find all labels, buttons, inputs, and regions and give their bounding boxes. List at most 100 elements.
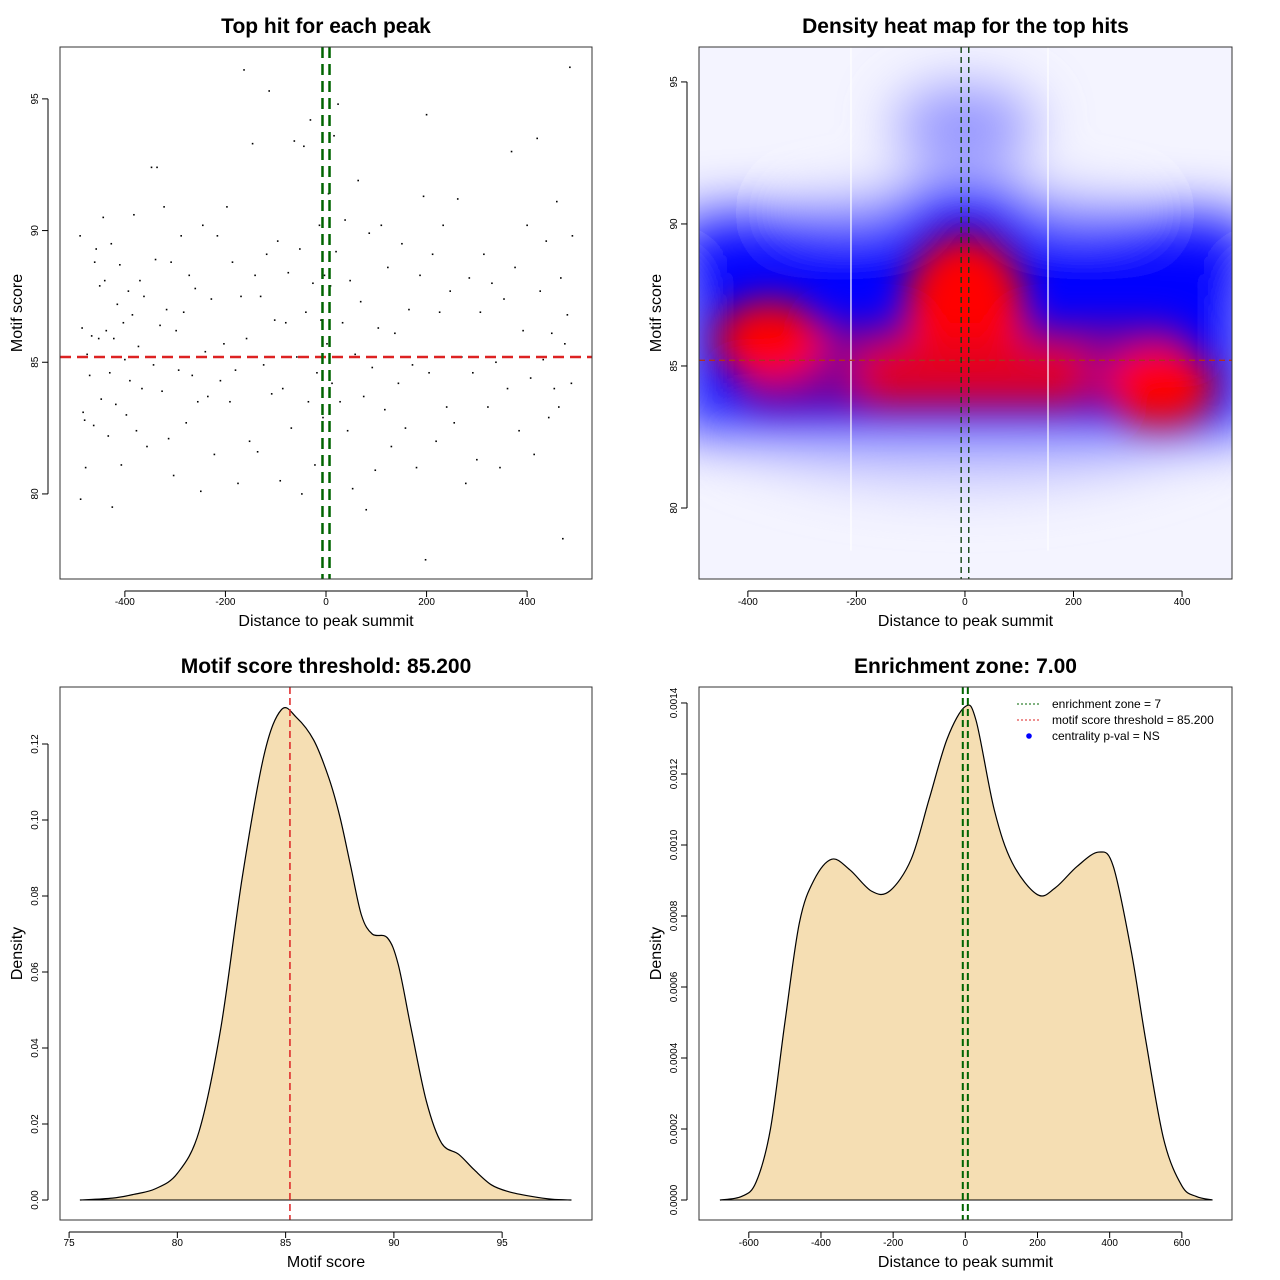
y-tick-label: 85 — [669, 360, 680, 372]
density-band-top — [884, 183, 1045, 264]
data-point — [93, 261, 96, 263]
data-point — [81, 327, 83, 329]
data-point — [556, 200, 558, 203]
data-point — [299, 248, 301, 250]
data-point — [312, 282, 314, 285]
density-fill — [719, 705, 1213, 1201]
data-point — [476, 458, 478, 461]
density-peak-high — [714, 300, 825, 381]
y-tick-label: 0.0012 — [669, 758, 680, 789]
data-point — [415, 466, 418, 469]
data-point — [120, 464, 123, 466]
data-point — [368, 232, 371, 234]
data-point — [316, 371, 318, 374]
data-point — [196, 400, 199, 403]
data-point — [301, 493, 303, 495]
y-tick-label: 95 — [669, 76, 680, 88]
data-point — [411, 364, 414, 366]
y-tick-label: 80 — [669, 502, 680, 514]
legend-label: centrality p-val = NS — [1052, 729, 1160, 743]
scatter-points — [79, 66, 574, 561]
data-point — [545, 240, 548, 242]
x-tick-label: 0 — [963, 1238, 969, 1249]
data-point — [560, 277, 562, 279]
x-tick-label: -200 — [846, 597, 866, 608]
x-tick-label: 75 — [64, 1238, 76, 1249]
y-tick-label: 80 — [30, 488, 41, 500]
data-point — [503, 298, 505, 300]
data-point — [431, 253, 434, 256]
data-point — [483, 253, 485, 256]
data-point — [165, 308, 168, 311]
chart-title: Density heat map for the top hits — [802, 15, 1129, 38]
data-point — [428, 371, 430, 374]
data-point — [90, 335, 93, 337]
data-point — [98, 285, 101, 287]
data-point — [139, 279, 141, 282]
data-point — [290, 427, 293, 429]
y-tick-label: 95 — [30, 93, 41, 105]
data-point — [163, 206, 165, 208]
data-point — [276, 240, 279, 242]
data-point — [248, 440, 251, 443]
data-point — [296, 356, 298, 358]
data-point — [127, 290, 130, 292]
data-point — [442, 224, 444, 227]
y-axis-label: Motif score — [9, 274, 26, 352]
data-point — [82, 411, 84, 414]
data-point — [131, 314, 134, 316]
data-point — [570, 382, 573, 385]
data-point — [100, 398, 103, 400]
legend-label: enrichment zone = 7 — [1052, 697, 1161, 711]
data-point — [240, 295, 242, 298]
data-point — [154, 258, 157, 261]
data-point — [105, 329, 108, 332]
data-point — [79, 235, 81, 237]
data-point — [401, 242, 403, 245]
data-point — [514, 266, 516, 269]
y-tick-label: 0.00 — [30, 1190, 41, 1210]
data-point — [472, 371, 474, 374]
y-axis-label: Density — [9, 927, 26, 980]
data-point — [445, 406, 448, 408]
data-point — [122, 321, 125, 324]
y-tick-label: 0.0008 — [669, 900, 680, 931]
data-point — [487, 406, 489, 408]
scatter-panel: Top hit for each peak Distance to peak su… — [9, 15, 593, 630]
y-tick-label: 0.0010 — [669, 829, 680, 860]
data-point — [468, 277, 471, 279]
plot-frame — [59, 686, 593, 1221]
data-point — [180, 235, 182, 237]
data-point — [307, 400, 310, 403]
data-point — [491, 282, 493, 285]
data-point — [256, 450, 259, 453]
plot-frame — [698, 686, 1233, 1221]
data-point — [456, 198, 459, 200]
data-point — [380, 224, 383, 227]
legend-label: motif score threshold = 85.200 — [1052, 713, 1214, 727]
data-point — [207, 395, 209, 398]
data-point — [135, 429, 138, 432]
y-tick-label: 0.06 — [30, 962, 41, 982]
data-point — [262, 364, 265, 366]
data-point — [495, 361, 497, 364]
data-point — [182, 311, 185, 314]
data-point — [569, 66, 571, 69]
x-axis-label: Distance to peak summit — [238, 613, 414, 630]
data-point — [268, 90, 270, 92]
data-point — [279, 479, 282, 482]
data-point — [344, 219, 346, 221]
data-point — [237, 482, 239, 485]
data-point — [322, 416, 324, 419]
data-point — [510, 150, 513, 153]
data-point — [83, 419, 86, 421]
data-point — [337, 103, 339, 105]
data-point — [213, 453, 216, 456]
data-point — [281, 387, 284, 390]
x-tick-label: -400 — [738, 597, 758, 608]
y-axis-label: Density — [648, 927, 665, 980]
data-point — [110, 242, 113, 245]
x-tick-label: -200 — [215, 597, 235, 608]
data-point — [219, 379, 222, 382]
